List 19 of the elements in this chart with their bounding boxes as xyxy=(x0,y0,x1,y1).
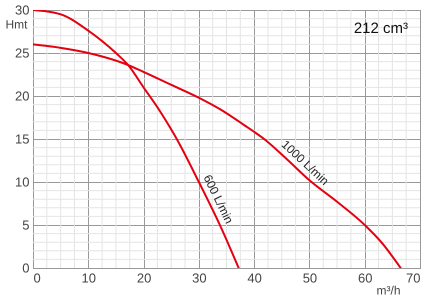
x-tick-label: 30 xyxy=(192,270,207,286)
x-tick-label: 10 xyxy=(82,270,96,286)
text: 600 L/min xyxy=(200,172,236,226)
x-axis-title: m³/h xyxy=(376,284,400,297)
y-tick-label: 30 xyxy=(15,2,30,18)
x-tick-label: 50 xyxy=(302,270,318,286)
annotation: 212 cm³ xyxy=(354,20,408,37)
x-tick-label: 20 xyxy=(136,270,152,286)
x-tick-label: 0 xyxy=(34,270,41,286)
y-tick-label: 25 xyxy=(15,46,30,60)
y-tick-label: 15 xyxy=(15,132,30,146)
x-tick-label: 60 xyxy=(358,270,372,286)
y-tick-label: 5 xyxy=(22,218,30,232)
y-tick-label: 20 xyxy=(15,88,30,104)
x-tick-label: 70 xyxy=(406,270,420,286)
y-tick-label: 10 xyxy=(15,174,30,190)
y-axis-title: Hmt xyxy=(6,18,28,32)
y-tick-label: 0 xyxy=(22,260,30,276)
x-tick-label: 40 xyxy=(247,270,262,286)
